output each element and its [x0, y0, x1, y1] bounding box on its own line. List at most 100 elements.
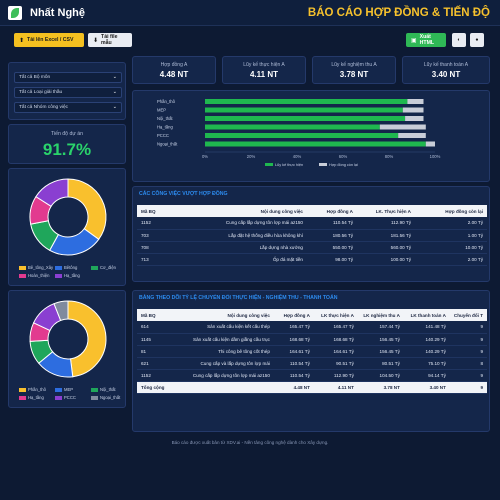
bar-category-label: Nội_thất — [157, 116, 173, 121]
pie-slice[interactable] — [67, 178, 107, 241]
kpi-value: 4.11 NT — [249, 70, 278, 79]
table-row[interactable]: 1152 Cung cấp lắp dựng tôn lợp mái az150 1… — [137, 369, 487, 382]
download-sample-button[interactable]: ⬇ Tải file mẫu — [88, 33, 132, 47]
table-row[interactable]: 614 Sản xuất cấu kiện kết cấu thép 165.47 … — [137, 321, 487, 334]
table-row[interactable]: 621 Cung cấp và lắp dựng tôn lợp mái 110.5… — [137, 357, 487, 370]
pie-slice[interactable] — [53, 300, 69, 322]
brand-logo — [8, 6, 22, 20]
column-header[interactable]: LK nghiệm thu A — [357, 309, 404, 321]
info-button[interactable]: ● — [470, 33, 484, 47]
x-tick-label: 80% — [385, 154, 394, 159]
column-header[interactable]: Chuyển đổi T — [449, 309, 487, 321]
legend-label: Hạ_tầng — [28, 395, 44, 400]
column-header[interactable]: Mã BQ — [137, 205, 169, 217]
bar-done[interactable] — [205, 133, 399, 138]
table-cell: 180.56 Tỷ — [307, 229, 357, 242]
legend-item[interactable]: Hạ_tầng — [55, 273, 80, 278]
theme-toggle-button[interactable]: ◐ — [452, 33, 466, 47]
table-cell: 621 — [137, 357, 169, 370]
legend-swatch — [91, 387, 98, 392]
table-cell: 164.61 Tỷ — [273, 345, 314, 358]
legend-item[interactable]: PCCC — [55, 395, 76, 400]
overrun-table-wrap: Mã BQ Nội dung công việc Hợp đồng A LK. … — [137, 205, 487, 279]
pie-slice[interactable] — [35, 178, 69, 207]
bar-done[interactable] — [205, 124, 380, 130]
table-cell: 10.00 Tỷ — [415, 241, 487, 254]
legend-item[interactable]: MEP — [55, 387, 73, 392]
legend-item[interactable]: Cơ_điện — [91, 265, 116, 270]
legend-swatch — [91, 395, 98, 400]
table-row[interactable]: 81 Thi công bê tông cốt thép 164.61 Tỷ 164.… — [137, 345, 487, 358]
progress-label: Tiến độ dự án — [50, 131, 84, 137]
total-cell: 4.11 NT — [313, 381, 358, 394]
table-row[interactable]: 703 Lắp đặt hệ thống điều hòa không khí 18… — [137, 229, 487, 242]
table-cell: 1145 — [137, 333, 169, 346]
filter-bid-type[interactable]: Tất cả Loại giải thầu ⌄ — [14, 87, 122, 98]
legend-swatch — [19, 265, 26, 270]
legend-item[interactable]: Bê_tông_Xây — [19, 265, 53, 270]
table-cell: 140.29 Tỷ — [403, 333, 450, 346]
legend-item[interactable]: Hoàn_thiện — [19, 273, 49, 278]
brand-name: Nhất Nghệ — [30, 7, 85, 19]
table-cell: 80.51 Tỷ — [357, 357, 404, 370]
legend-swatch — [19, 273, 26, 278]
column-header[interactable]: LK thanh toán A — [403, 309, 450, 321]
legend-item[interactable]: Ngoại_thất — [91, 395, 120, 400]
export-label: Xuất HTML — [419, 34, 435, 46]
table-cell: 112.90 Tỷ — [357, 217, 415, 230]
table-row[interactable]: 708 Lắp dựng nhà xưởng 550.00 Tỷ 560.00 Tỷ 1… — [137, 241, 487, 254]
x-tick-label: 100% — [430, 154, 441, 159]
table-cell: 140.29 Tỷ — [403, 345, 450, 358]
bar-remaining[interactable] — [407, 99, 424, 104]
total-cell: 9 — [449, 381, 487, 394]
legend-label: Nội_thất — [100, 387, 116, 392]
total-cell: 3.78 NT — [357, 381, 404, 394]
column-header[interactable]: Hợp đồng A — [273, 309, 314, 321]
column-header[interactable]: Nội dung công việc — [169, 205, 307, 217]
bar-done[interactable] — [205, 116, 406, 121]
column-header[interactable]: Nội dung công việc — [168, 309, 274, 321]
progress-panel: Tiến độ dự án 91.7% — [8, 124, 126, 164]
bar-remaining[interactable] — [379, 124, 426, 130]
table-cell: 156.45 Tỷ — [357, 345, 404, 358]
column-header[interactable]: LK thực hiện A — [313, 309, 358, 321]
bar-remaining[interactable] — [405, 116, 424, 121]
kpi-accepted: Lũy kế nghiệm thu A 3.78 NT — [312, 56, 396, 84]
bar-done[interactable] — [205, 99, 408, 104]
conversion-table-body: 614 Sản xuất cấu kiện kết cấu thép 165.47 … — [137, 321, 487, 394]
legend-item[interactable]: Nội_thất — [91, 387, 116, 392]
info-icon: ● — [475, 37, 479, 43]
total-cell: 3.40 NT — [403, 381, 450, 394]
table-cell: Thi công bê tông cốt thép — [168, 345, 274, 358]
table-cell: 110.54 Tỷ — [273, 369, 314, 382]
table-cell: 9 — [449, 321, 487, 334]
filter-work-group[interactable]: Tất cả Nhóm công việc ⌄ — [14, 102, 122, 113]
table-row[interactable]: 1152 Cung cấp lắp dựng tôn lợp mái az150 1… — [137, 217, 487, 230]
column-header[interactable]: Hợp đồng còn lại — [415, 205, 487, 217]
table-cell: 9 — [449, 345, 487, 358]
bar-remaining[interactable] — [425, 141, 435, 147]
legend-item[interactable]: Bêtông — [55, 265, 77, 270]
pie-slice[interactable] — [67, 300, 107, 378]
bar-remaining[interactable] — [402, 107, 424, 113]
column-header[interactable]: Hợp đồng A — [307, 205, 357, 217]
pie-panel-1: Bê_tông_Xây Bêtông Cơ_điện Hoàn_thiện Hạ_tần… — [8, 168, 126, 286]
kpi-contract: Hợp đồng A 4.48 NT — [132, 56, 216, 84]
table-row[interactable]: 1145 Sản xuất cấu kiện dầm giằng cầu trục… — [137, 333, 487, 346]
legend-item[interactable]: Hạ_tầng — [19, 395, 44, 400]
table-row[interactable]: 713 Ốp đá mặt tiền 98.00 Tỷ 100.00 Tỷ 2.00 T… — [137, 253, 487, 266]
upload-excel-button[interactable]: ⬆ Tải lên Excel / CSV — [14, 33, 84, 47]
legend-item[interactable]: Phần_thô — [19, 387, 46, 392]
export-html-button[interactable]: ▣ Xuất HTML — [406, 33, 446, 47]
bar-remaining[interactable] — [398, 133, 426, 138]
bar-done[interactable] — [205, 107, 403, 113]
bar-done[interactable] — [205, 141, 426, 147]
table-cell: 2.00 Tỷ — [415, 217, 487, 230]
column-header[interactable]: LK. Thực hiện A — [357, 205, 415, 217]
legend-label: Cơ_điện — [100, 265, 117, 270]
column-header[interactable]: Mã BQ — [137, 309, 169, 321]
filter-department[interactable]: Tất cả Bộ môn ⌄ — [14, 72, 122, 83]
legend-swatch — [55, 395, 62, 400]
filter-bid-type-label: Tất cả Loại giải thầu — [19, 90, 63, 95]
legend-label: PCCC — [64, 395, 76, 400]
